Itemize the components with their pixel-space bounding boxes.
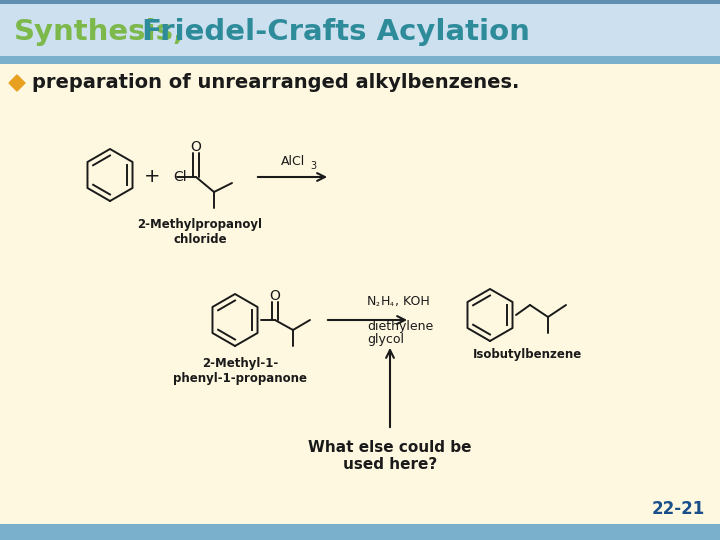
Text: Isobutylbenzene: Isobutylbenzene xyxy=(473,348,582,361)
Text: ₄: ₄ xyxy=(390,298,394,308)
Text: 2-Methyl-1-
phenyl-1-propanone: 2-Methyl-1- phenyl-1-propanone xyxy=(173,357,307,385)
Text: preparation of unrearranged alkylbenzenes.: preparation of unrearranged alkylbenzene… xyxy=(32,73,519,92)
Text: 22-21: 22-21 xyxy=(652,500,705,518)
Text: +: + xyxy=(144,167,161,186)
Bar xyxy=(0,56,720,64)
Text: O: O xyxy=(269,289,280,303)
Text: Cl: Cl xyxy=(173,170,186,184)
Text: AlCl: AlCl xyxy=(281,155,305,168)
Text: ₂: ₂ xyxy=(376,298,380,308)
Text: N: N xyxy=(367,295,377,308)
Text: 2-Methylpropanoyl
chloride: 2-Methylpropanoyl chloride xyxy=(138,218,263,246)
Text: diethylene: diethylene xyxy=(367,320,433,333)
Polygon shape xyxy=(9,75,25,91)
Text: Synthesis,: Synthesis, xyxy=(14,18,185,46)
Text: H: H xyxy=(381,295,390,308)
Text: 3: 3 xyxy=(310,161,316,171)
Bar xyxy=(0,0,720,4)
Text: Friedel-Crafts Acylation: Friedel-Crafts Acylation xyxy=(132,18,530,46)
Text: , KOH: , KOH xyxy=(395,295,430,308)
Bar xyxy=(0,524,720,540)
Text: What else could be
used here?: What else could be used here? xyxy=(308,440,472,472)
Text: O: O xyxy=(191,140,202,154)
Bar xyxy=(0,4,720,56)
Text: glycol: glycol xyxy=(367,333,404,346)
